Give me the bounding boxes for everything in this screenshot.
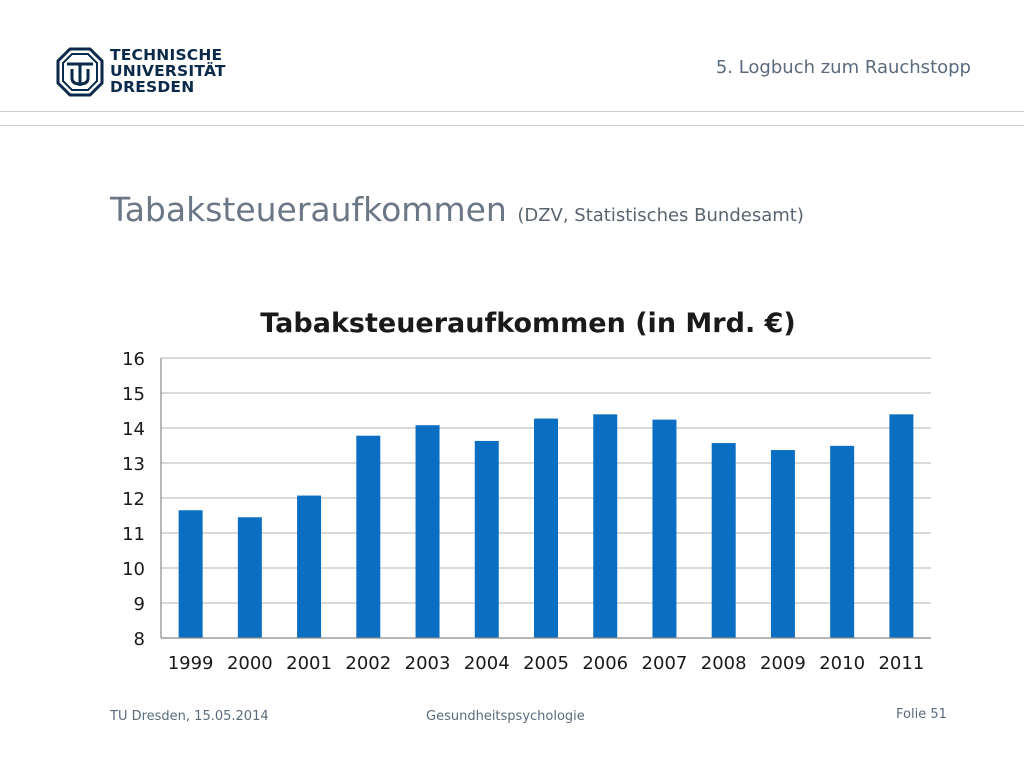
x-tick-label: 2004	[464, 653, 510, 674]
chart-title: Tabaksteueraufkommen (in Mrd. €)	[260, 308, 795, 339]
section-title: 5. Logbuch zum Rauchstopp	[715, 57, 971, 78]
slide-title-source: (DZV, Statistisches Bundesamt)	[517, 205, 804, 226]
bar-2011	[889, 414, 914, 638]
x-tick-label: 2003	[405, 653, 451, 674]
y-tick-label: 8	[134, 629, 145, 650]
bar-2003	[415, 425, 440, 638]
bar-2002	[356, 435, 381, 638]
header-divider-top	[0, 111, 1024, 112]
x-tick-label: 1999	[168, 653, 214, 674]
logo-line-1: TECHNISCHE	[110, 46, 223, 64]
y-tick-label: 10	[122, 559, 145, 580]
footer-slide-number: Folie 51	[896, 707, 947, 722]
tu-dresden-emblem-icon	[56, 47, 104, 97]
slide-title-main: Tabaksteueraufkommen	[110, 190, 507, 229]
bar-2010	[830, 445, 855, 638]
tu-dresden-logo: TECHNISCHE UNIVERSITÄT DRESDEN	[56, 47, 236, 99]
chart-bars	[178, 414, 914, 638]
logo-line-2: UNIVERSITÄT	[110, 62, 226, 80]
bar-2008	[711, 443, 736, 638]
y-tick-label: 12	[122, 489, 145, 510]
x-tick-label: 2002	[345, 653, 391, 674]
y-tick-label: 15	[122, 384, 145, 405]
bar-2007	[652, 419, 677, 638]
x-tick-label: 2000	[227, 653, 273, 674]
footer-course: Gesundheitspsychologie	[426, 709, 585, 724]
bar-2004	[474, 440, 499, 638]
bar-2009	[770, 450, 795, 638]
x-tick-label: 2008	[701, 653, 747, 674]
chart-y-axis: 8 9 10 11 12 13 14 15 16	[122, 349, 162, 650]
bar-2000	[237, 517, 262, 638]
y-tick-label: 13	[122, 454, 145, 475]
x-tick-label: 2009	[760, 653, 806, 674]
header-divider-bottom	[0, 125, 1024, 126]
logo-wordmark: TECHNISCHE UNIVERSITÄT DRESDEN	[110, 47, 226, 95]
bar-2005	[534, 418, 558, 638]
bar-2001	[297, 495, 322, 638]
x-tick-label: 2007	[642, 653, 688, 674]
y-tick-label: 14	[122, 419, 145, 440]
bar-2006	[593, 414, 618, 638]
y-tick-label: 16	[122, 349, 145, 370]
y-tick-label: 11	[122, 524, 145, 545]
tax-revenue-bar-chart: Tabaksteueraufkommen (in Mrd. €) 8 9 10 11 1…	[122, 308, 931, 674]
chart-x-axis: 1999 2000 2001 2002 2003 2004 2005 2006 2007 2008…	[161, 637, 931, 674]
x-tick-label: 2011	[878, 653, 924, 674]
x-tick-label: 2001	[286, 653, 332, 674]
footer-institution-date: TU Dresden, 15.05.2014	[110, 709, 269, 724]
x-tick-label: 2006	[582, 653, 628, 674]
bar-1999	[178, 510, 203, 638]
x-tick-label: 2005	[523, 653, 569, 674]
y-tick-label: 9	[134, 594, 145, 615]
slide-title: Tabaksteueraufkommen (DZV, Statistisches…	[110, 190, 804, 229]
x-tick-label: 2010	[819, 653, 865, 674]
logo-line-3: DRESDEN	[110, 78, 195, 96]
